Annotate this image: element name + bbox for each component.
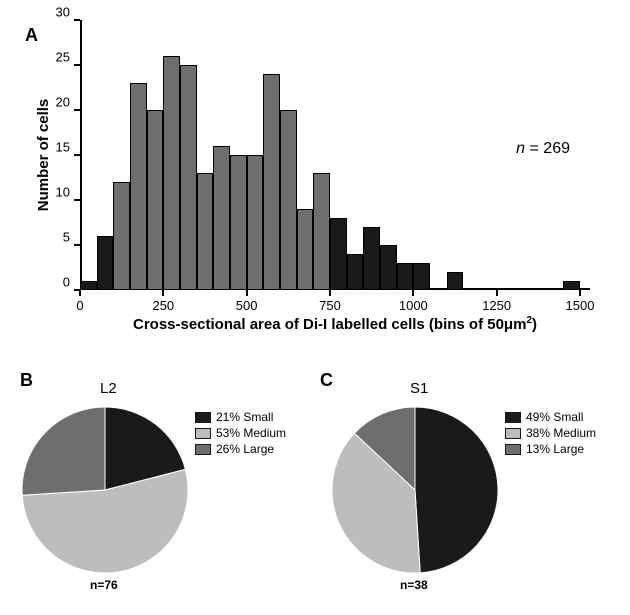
y-tick-label: 15 xyxy=(56,140,80,155)
legend-swatch xyxy=(505,412,521,423)
pie-chart-s1: S1 49% Small 38% Medium 13% Large n=38 xyxy=(330,380,630,600)
legend-item: 13% Large xyxy=(505,442,596,456)
pie-b-svg xyxy=(20,405,190,575)
legend-label: 13% Large xyxy=(526,442,584,456)
histogram-bar xyxy=(180,65,197,290)
histogram-bar xyxy=(247,155,264,290)
histogram-bar xyxy=(380,245,397,290)
histogram-bar xyxy=(447,272,464,290)
x-tick-label: 1000 xyxy=(399,290,428,313)
x-axis-title: Cross-sectional area of Di-I labelled ce… xyxy=(133,315,537,333)
legend-item: 26% Large xyxy=(195,442,286,456)
legend-item: 21% Small xyxy=(195,410,286,424)
legend-swatch xyxy=(195,412,211,423)
y-tick-label: 10 xyxy=(56,185,80,200)
legend-label: 21% Small xyxy=(216,410,273,424)
histogram-bar xyxy=(297,209,314,290)
x-tick-label: 1500 xyxy=(566,290,595,313)
x-tick-label: 500 xyxy=(236,290,258,313)
pie-b-n: n=76 xyxy=(90,578,118,592)
histogram-bar xyxy=(347,254,364,290)
panel-a-label: A xyxy=(25,25,38,46)
y-tick-label: 0 xyxy=(63,275,80,290)
x-tick-label: 750 xyxy=(319,290,341,313)
legend-swatch xyxy=(505,428,521,439)
histogram-bar xyxy=(313,173,330,290)
legend-swatch xyxy=(195,444,211,455)
legend-item: 53% Medium xyxy=(195,426,286,440)
pie-slice xyxy=(415,407,498,573)
histogram-bar xyxy=(163,56,180,290)
histogram-bar xyxy=(80,281,97,290)
histogram-bar xyxy=(213,146,230,290)
histogram-bar xyxy=(330,218,347,290)
x-tick-label: 0 xyxy=(76,290,83,313)
pie-c-n: n=38 xyxy=(400,578,428,592)
legend-swatch xyxy=(505,444,521,455)
histogram-bar xyxy=(363,227,380,290)
pie-chart-l2: L2 21% Small 53% Medium 26% Large n=76 xyxy=(20,380,320,600)
pie-c-legend: 49% Small 38% Medium 13% Large xyxy=(505,410,596,458)
histogram-bar xyxy=(280,110,297,290)
legend-label: 26% Large xyxy=(216,442,274,456)
histogram-bar xyxy=(230,155,247,290)
y-tick-label: 30 xyxy=(56,5,80,20)
legend-label: 49% Small xyxy=(526,410,583,424)
pie-c-svg xyxy=(330,405,500,575)
x-tick-label: 250 xyxy=(152,290,174,313)
y-tick-label: 20 xyxy=(56,95,80,110)
n-annotation: n = 269 xyxy=(516,140,570,158)
histogram-bar xyxy=(263,74,280,290)
histogram-bar xyxy=(563,281,580,290)
legend-swatch xyxy=(195,428,211,439)
y-axis-title: Number of cells xyxy=(35,99,52,212)
histogram-bar xyxy=(113,182,130,290)
pie-c-title: S1 xyxy=(410,380,428,397)
histogram-bar xyxy=(413,263,430,290)
legend-item: 38% Medium xyxy=(505,426,596,440)
y-axis xyxy=(80,20,82,290)
pie-b-title: L2 xyxy=(100,380,117,397)
y-tick-label: 5 xyxy=(63,230,80,245)
histogram: 0510152025300250500750100012501500 Numbe… xyxy=(80,20,590,290)
legend-label: 53% Medium xyxy=(216,426,286,440)
histogram-bar xyxy=(130,83,147,290)
histogram-bar xyxy=(397,263,414,290)
figure: A 0510152025300250500750100012501500 Num… xyxy=(0,0,630,615)
x-tick-label: 1250 xyxy=(482,290,511,313)
pie-b-legend: 21% Small 53% Medium 26% Large xyxy=(195,410,286,458)
legend-item: 49% Small xyxy=(505,410,596,424)
histogram-bar xyxy=(147,110,164,290)
histogram-bar xyxy=(197,173,214,290)
pie-slice xyxy=(22,407,105,495)
legend-label: 38% Medium xyxy=(526,426,596,440)
histogram-bar xyxy=(97,236,114,290)
y-tick-label: 25 xyxy=(56,50,80,65)
